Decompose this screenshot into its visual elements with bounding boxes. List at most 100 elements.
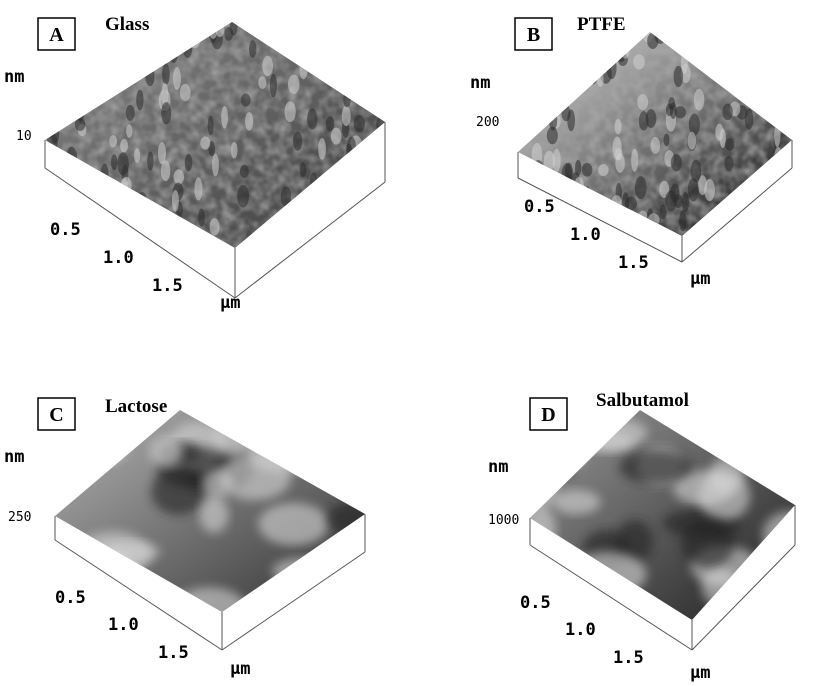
peak [583, 52, 593, 64]
peak [312, 184, 323, 204]
x-tick-label: 1.0 [103, 248, 134, 268]
peak [141, 49, 148, 65]
peak [237, 185, 249, 208]
peak [75, 118, 86, 131]
peak [216, 23, 224, 37]
peak [779, 221, 789, 236]
peak [516, 84, 524, 100]
peak [324, 181, 334, 200]
peak [615, 119, 622, 135]
peak [774, 147, 782, 167]
grain [96, 541, 160, 562]
peak [240, 165, 249, 178]
grain [547, 427, 587, 471]
peak [776, 105, 787, 128]
grain [567, 552, 647, 597]
x-tick-label: 0.5 [520, 593, 551, 613]
peak [120, 203, 127, 215]
peak [369, 221, 380, 242]
x-tick-label: 0.5 [524, 197, 555, 217]
peak [725, 138, 734, 151]
peak [300, 162, 307, 177]
peak [368, 195, 380, 210]
peak [118, 152, 129, 175]
peak [61, 180, 70, 199]
panel-title: PTFE [577, 14, 626, 35]
peak [299, 59, 307, 79]
peak [753, 223, 760, 241]
peak [376, 71, 382, 92]
grain [150, 436, 183, 467]
x-tick-label: 1.0 [108, 615, 139, 635]
peak [141, 43, 148, 57]
peak [519, 82, 531, 101]
peak [637, 94, 648, 110]
grain [200, 497, 229, 533]
peak [666, 104, 673, 117]
peak [91, 231, 97, 253]
peak [126, 124, 132, 137]
peak [145, 67, 154, 86]
peak [721, 63, 730, 76]
peak [784, 184, 795, 198]
peak [194, 177, 202, 200]
peak [376, 116, 387, 135]
grain [552, 490, 600, 514]
peak [519, 94, 530, 113]
peak [523, 105, 534, 118]
peak [691, 160, 702, 183]
peak [192, 229, 199, 246]
z-tick: 1000 [488, 513, 519, 528]
peak [344, 163, 352, 184]
peak [784, 208, 793, 222]
peak [744, 27, 753, 42]
peak [622, 192, 629, 212]
peak [172, 190, 179, 212]
peak [633, 54, 645, 69]
peak [671, 154, 682, 172]
peak [339, 49, 345, 71]
peak [780, 64, 787, 83]
peak [210, 218, 220, 236]
peak [288, 74, 300, 94]
x-tick-label: 1.5 [158, 643, 189, 663]
grain [258, 503, 329, 546]
peak [674, 66, 684, 87]
peak [329, 180, 338, 203]
x-tick-label: 1.5 [152, 276, 183, 296]
peak [293, 132, 302, 151]
peak [726, 68, 733, 84]
peak [533, 160, 544, 177]
grain [327, 502, 380, 536]
peak [517, 89, 526, 111]
peak [728, 67, 738, 82]
peak [763, 208, 773, 221]
peak [619, 211, 627, 233]
grain [94, 570, 129, 606]
z-unit: nm [4, 447, 24, 467]
peak [127, 189, 135, 208]
peak [42, 82, 50, 104]
z-tick: 200 [476, 115, 499, 130]
peak [221, 106, 228, 129]
peak [92, 88, 99, 104]
peak [687, 132, 696, 150]
x-unit: µm [690, 269, 710, 289]
grain [754, 559, 782, 588]
peak [267, 222, 274, 237]
panel-label: C [49, 404, 63, 426]
peak [615, 153, 624, 173]
panel-title: Glass [105, 14, 149, 35]
peak [231, 142, 238, 159]
peak [342, 177, 348, 193]
peak [362, 36, 370, 49]
peak [767, 225, 775, 242]
peak [245, 112, 253, 130]
peak [126, 105, 135, 121]
peak [66, 147, 77, 170]
peak [51, 125, 60, 144]
peak [272, 222, 279, 243]
grain [698, 471, 750, 521]
peak [180, 84, 191, 102]
